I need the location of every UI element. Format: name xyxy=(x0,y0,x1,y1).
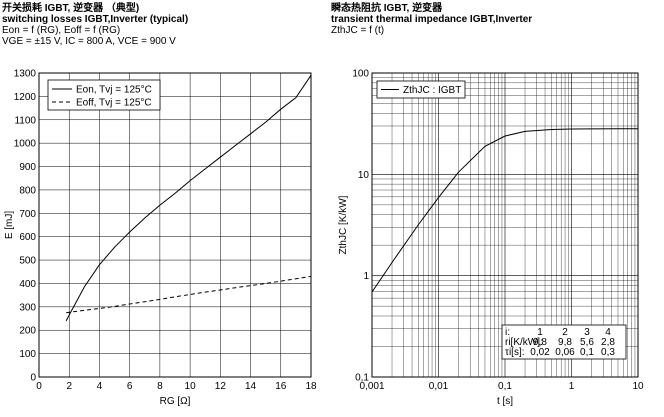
eoff-curve xyxy=(66,275,312,314)
left-chart-function: Eon = f (RG), Eoff = f (RG) xyxy=(2,25,121,36)
left-y-tick-label: 500 xyxy=(19,256,36,267)
left-chart-title-en: switching losses IGBT,Inverter (typical) xyxy=(2,14,189,25)
right-y-tick-label: 1 xyxy=(363,271,369,282)
left-y-tick-label: 1000 xyxy=(14,139,37,150)
left-x-tick-label: 14 xyxy=(245,381,257,392)
left-x-axis-label: RG [Ω] xyxy=(160,396,191,407)
left-y-tick-label: 200 xyxy=(19,326,36,337)
left-y-tick-label: 1200 xyxy=(14,92,37,103)
thermal-table-cell: 3 xyxy=(584,327,590,338)
thermal-table-cell: 0,3 xyxy=(601,347,615,358)
right-chart-title-en: transient thermal impedance IGBT,Inverte… xyxy=(331,14,533,25)
right-x-axis-label: t [s] xyxy=(497,396,513,407)
left-y-tick-label: 1300 xyxy=(14,69,37,80)
thermal-table-cell: 9,8 xyxy=(558,337,572,348)
left-x-tick-label: 12 xyxy=(215,381,227,392)
left-x-tick-label: 6 xyxy=(127,381,133,392)
thermal-table-row-label: i: xyxy=(505,327,510,338)
left-x-tick-label: 16 xyxy=(275,381,287,392)
left-y-axis-label: E [mJ] xyxy=(4,211,15,240)
left-y-tick-label: 400 xyxy=(19,279,36,290)
right-y-tick-label: 10 xyxy=(358,170,370,181)
left-x-tick-label: 8 xyxy=(157,381,163,392)
right-chart-title-cn: 瞬态热阻抗 IGBT, 逆变器 xyxy=(331,3,443,14)
right-legend-box xyxy=(376,80,466,99)
thermal-table-cell: 0,06 xyxy=(555,347,575,358)
left-x-tick-label: 0 xyxy=(36,381,42,392)
thermal-table-box xyxy=(501,324,627,360)
left-y-tick-label: 900 xyxy=(19,162,36,173)
left-legend-box xyxy=(47,79,161,111)
left-y-tick-label: 100 xyxy=(19,349,36,360)
right-x-tick-label: 1 xyxy=(569,381,575,392)
left-plot-frame xyxy=(38,72,312,378)
left-plot-area xyxy=(39,73,311,377)
right-chart-header: 瞬态热阻抗 IGBT, 逆变器 transient thermal impeda… xyxy=(331,3,532,36)
thermal-table-cell: 9,8 xyxy=(533,337,547,348)
left-y-tick-label: 800 xyxy=(19,185,36,196)
thermal-table-cell: 5,6 xyxy=(580,337,594,348)
thermal-table-row-label: ri[K/kW]: xyxy=(505,337,543,348)
left-x-tick-label: 2 xyxy=(66,381,72,392)
left-y-tick-label: 300 xyxy=(19,302,36,313)
thermal-table-row-label: τi[s]: xyxy=(505,347,525,358)
thermal-table-cell: 2 xyxy=(562,327,568,338)
left-y-tick-label: 0 xyxy=(30,373,36,384)
left-y-tick-label: 600 xyxy=(19,232,36,243)
right-y-axis-label: ZthJC [K/kW] xyxy=(338,195,349,254)
right-x-tick-label: 0,1 xyxy=(498,381,512,392)
right-y-tick-label: 0,1 xyxy=(355,373,369,384)
left-legend-label: Eoff, Tvj = 125°C xyxy=(76,98,152,109)
left-x-tick-label: 10 xyxy=(185,381,197,392)
left-legend-label: Eon, Tvj = 125°C xyxy=(76,85,152,96)
left-x-tick-label: 18 xyxy=(305,381,317,392)
left-y-tick-label: 1100 xyxy=(14,115,36,126)
eon-curve xyxy=(65,75,312,322)
thermal-table-cell: 4 xyxy=(605,327,611,338)
right-legend-label: ZthJC : IGBT xyxy=(403,85,461,96)
right-chart-function: ZthJC = f (t) xyxy=(331,25,385,36)
left-chart-conditions: VGE = ±15 V, IC = 800 A, VCE = 900 V xyxy=(2,36,176,47)
thermal-table-cell: 2,8 xyxy=(601,337,615,348)
left-y-tick-label: 700 xyxy=(19,209,36,220)
left-chart-header: 开关损耗 IGBT, 逆变器 （典型) switching losses IGB… xyxy=(2,3,188,47)
thermal-table-cell: 0,1 xyxy=(580,347,594,358)
thermal-table-cell: 1 xyxy=(537,327,543,338)
right-x-tick-label: 10 xyxy=(632,381,644,392)
thermal-table-cell: 0,02 xyxy=(530,347,550,358)
right-plot-frame xyxy=(371,72,639,378)
zthjc-curve xyxy=(371,128,638,293)
left-x-tick-label: 4 xyxy=(97,381,103,392)
right-x-tick-label: 0,01 xyxy=(429,381,449,392)
right-y-tick-label: 100 xyxy=(352,69,369,80)
right-x-tick-label: 0,001 xyxy=(359,381,384,392)
left-chart-title-cn: 开关损耗 IGBT, 逆变器 （典型) xyxy=(2,3,140,14)
